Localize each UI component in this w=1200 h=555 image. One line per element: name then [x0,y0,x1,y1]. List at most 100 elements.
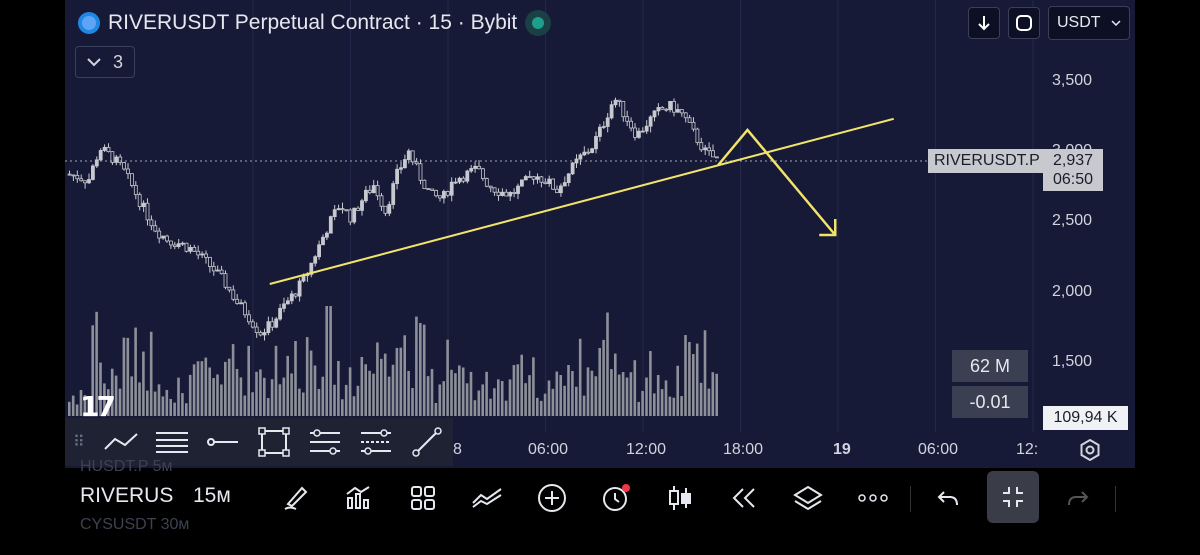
volume-bar [185,403,188,416]
volume-bar [450,369,453,416]
volume-bar [204,357,208,416]
candle-body [336,208,341,211]
volume-bar [270,379,274,416]
volume-bar [563,385,566,416]
current-price-tag: 2,937 06:50 [1043,149,1103,191]
volume-bar [617,374,621,416]
current-price: 2,937 [1053,152,1094,169]
candle-body [453,181,458,184]
candle-body [184,242,189,252]
layouts-icon [411,486,435,510]
chart-settings-icon[interactable] [1078,438,1102,462]
redo-button[interactable] [1058,478,1098,518]
trend-line-tool[interactable] [95,422,146,462]
candle-body [348,209,353,223]
price-tick: 2,500 [1052,212,1093,229]
volume-bar [266,398,270,416]
volume-bar [536,397,539,416]
alert-button[interactable] [596,478,636,518]
indicators-collapse-button[interactable]: 3 [75,46,135,78]
sync-button[interactable] [1008,7,1040,39]
bottom-toolbar [65,468,1135,530]
tradingview-logo[interactable]: 17 [80,390,116,423]
download-button[interactable] [968,7,1000,39]
volume-bar [91,325,94,416]
volume-bar [493,388,496,416]
price-axis[interactable] [1040,0,1135,432]
candles-icon [669,486,691,510]
undo-button[interactable] [928,478,968,518]
volume-bar [680,396,683,416]
volume-bar [407,370,410,416]
line-tool[interactable] [401,422,452,462]
horizontal-lines-tool[interactable] [146,422,197,462]
arrow-down-icon [978,16,990,31]
chart-type-button[interactable] [660,478,700,518]
chart-title-bar[interactable]: RIVERUSDT Perpetual Contract · 15 · Bybi… [78,8,552,38]
candle-body [691,121,696,130]
candle-body [262,332,267,336]
add-button[interactable] [532,478,572,518]
volume-bar [274,345,278,416]
volume-bar [500,381,504,416]
volume-bar [142,351,145,416]
volume-bar [555,371,559,416]
candle-body [402,159,407,169]
candle-body [543,181,548,185]
volume-bar [649,351,652,416]
volume-bar [181,393,184,416]
candle-body [239,302,244,305]
volume-bar [95,311,98,416]
volume-bar [489,398,492,416]
drag-handle-icon[interactable]: ⠿ [73,434,85,451]
indicators-icon [346,486,370,509]
time-tick: 06:00 [528,441,569,458]
volume-bar [305,337,309,416]
toolbar-divider [910,486,911,512]
toolbar-divider [1115,486,1116,512]
layouts-button[interactable] [403,478,443,518]
currency-select[interactable]: USDT [1048,6,1130,40]
interval-button[interactable]: 15м [193,484,231,507]
volume-bar [212,378,215,416]
volume-bar [504,400,508,416]
horizontal-ray-tool[interactable] [197,422,248,462]
candle-body [161,235,166,239]
candle-body [441,191,446,199]
exit-fullscreen-button[interactable] [987,471,1039,523]
volume-bar [621,372,625,416]
candle-body [664,108,669,111]
fib-retracement-tool[interactable] [299,422,350,462]
symbol-button[interactable]: RIVERUS [80,484,174,507]
candle-body [578,154,583,160]
indicators-button[interactable] [338,478,378,518]
top-right-controls: USDT [968,6,1130,40]
rectangle-tool[interactable] [248,422,299,462]
candle-body [629,120,633,129]
object-tree-button[interactable] [788,478,828,518]
volume-bar [344,384,348,416]
volume-bar [469,371,473,416]
candle-body [461,177,466,182]
candle-body [356,207,361,211]
market-status-icon[interactable] [525,10,552,36]
volume-bar [200,361,204,416]
candle-body [539,176,544,183]
more-button[interactable] [853,478,893,518]
volume-bar [196,361,200,416]
candle-body [672,100,676,113]
candle-body [613,99,618,106]
candle-body [570,162,575,175]
volume-bar [387,376,391,416]
volume-bar [653,393,656,416]
candle-body [683,112,688,119]
brush-button[interactable] [276,478,316,518]
volume-bar [239,377,243,416]
fib-channel-tool[interactable] [350,422,401,462]
candle-body [668,100,672,111]
compare-button[interactable] [467,478,507,518]
time-tick: 18:00 [723,441,764,458]
volume-bar [578,338,582,416]
volume-bar [114,375,118,416]
replay-button[interactable] [724,478,764,518]
